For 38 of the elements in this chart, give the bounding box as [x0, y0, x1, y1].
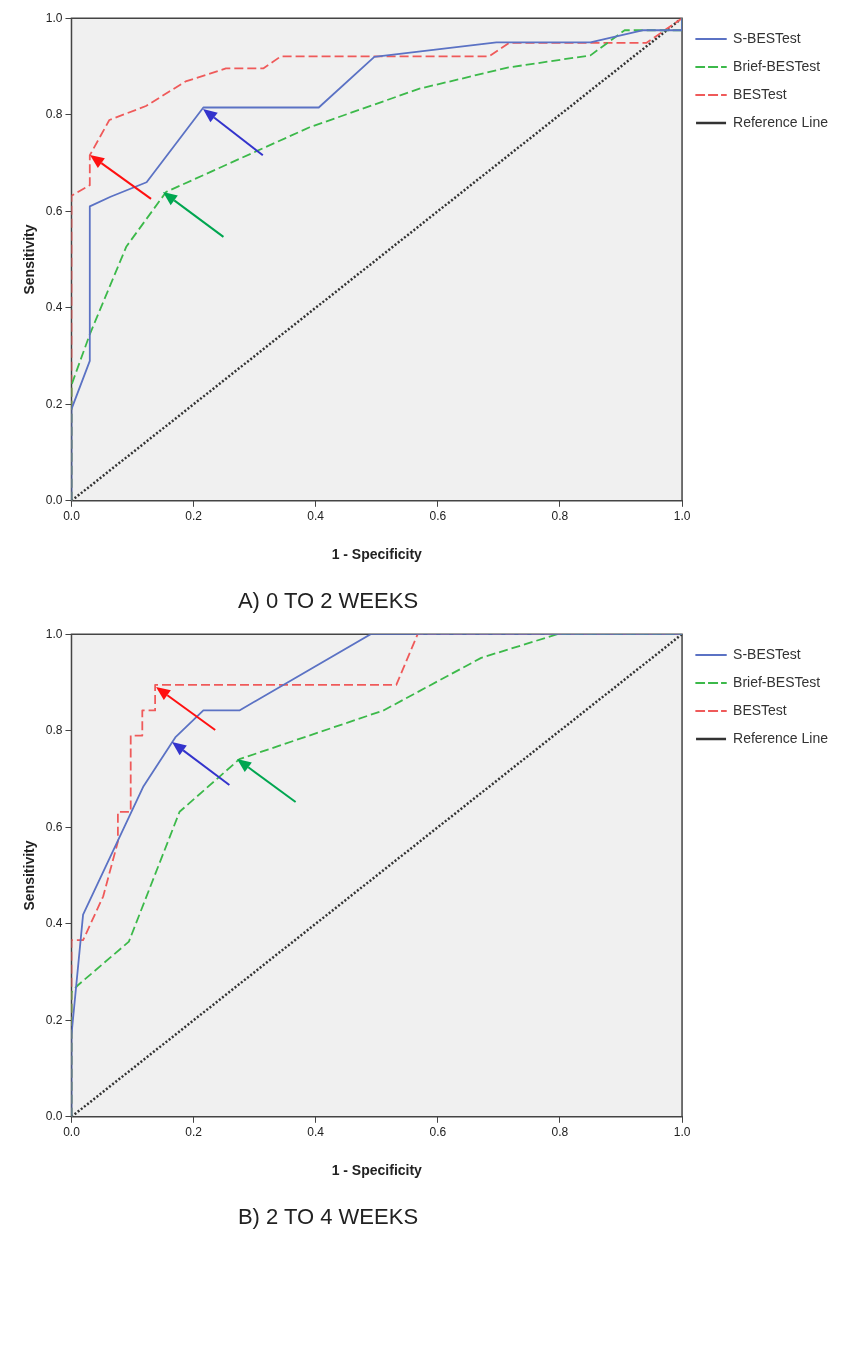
- text: B) 2 TO 4 WEEKS: [236, 1204, 420, 1230]
- y-tick-label: 0.4: [45, 916, 63, 931]
- y-tick-label: 1.0: [45, 626, 63, 641]
- x-tick-label: 0.2: [185, 509, 203, 524]
- y-tick-label: 0.6: [45, 819, 63, 834]
- x-tick-label: 0.4: [307, 1125, 325, 1140]
- y-tick-label: 0.8: [45, 723, 63, 738]
- legend-label: S-BESTest: [733, 645, 801, 662]
- x-tick-label: 0.8: [551, 509, 569, 524]
- x-tick-label: 0.6: [429, 509, 447, 524]
- x-axis-title: 1 - Specificity: [331, 1162, 423, 1179]
- legend-label: BESTest: [733, 85, 787, 102]
- y-tick-label: 0.4: [45, 300, 63, 315]
- x-tick-label: 0.0: [63, 1125, 81, 1140]
- x-tick-label: 1.0: [673, 1125, 691, 1140]
- y-tick-label: 0.2: [45, 396, 63, 411]
- x-tick-label: 0.2: [185, 1125, 203, 1140]
- y-axis-title: Sensitivity: [21, 224, 38, 295]
- x-tick-label: 0.4: [307, 509, 325, 524]
- y-tick-label: 0.0: [45, 493, 63, 508]
- y-tick-label: 1.0: [45, 10, 63, 25]
- x-axis-title: 1 - Specificity: [331, 546, 423, 563]
- x-tick-label: 0.6: [429, 1125, 447, 1140]
- y-tick-label: 0.2: [45, 1012, 63, 1027]
- legend-label: Reference Line: [733, 113, 829, 130]
- y-tick-label: 0.8: [45, 107, 63, 122]
- y-tick-label: 0.6: [45, 203, 63, 218]
- legend-label: Brief-BESTest: [733, 57, 821, 74]
- legend-label: Reference Line: [733, 729, 829, 746]
- y-axis-title: Sensitivity: [21, 840, 38, 911]
- legend-label: BESTest: [733, 701, 787, 718]
- x-tick-label: 1.0: [673, 509, 691, 524]
- x-tick-label: 0.0: [63, 509, 81, 524]
- y-tick-label: 0.0: [45, 1109, 63, 1124]
- x-tick-label: 0.8: [551, 1125, 569, 1140]
- text: A) 0 TO 2 WEEKS: [236, 588, 420, 614]
- legend-label: S-BESTest: [733, 29, 801, 46]
- legend-label: Brief-BESTest: [733, 673, 821, 690]
